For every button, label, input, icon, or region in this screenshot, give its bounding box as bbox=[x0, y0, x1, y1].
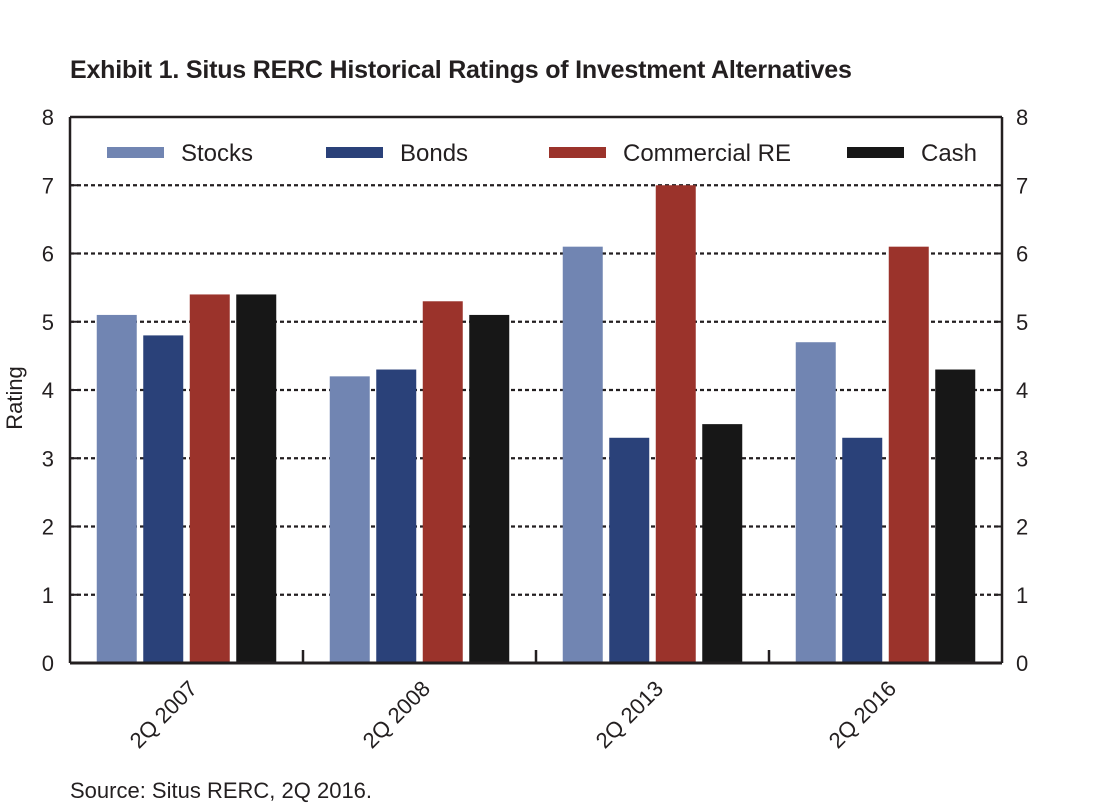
x-tick-label: 2Q 2008 bbox=[358, 676, 435, 753]
y-tick-label-right: 4 bbox=[1016, 378, 1028, 403]
legend-swatch-bonds bbox=[326, 147, 383, 158]
y-tick-label: 2 bbox=[42, 515, 54, 540]
legend: Stocks Bonds Commercial RE Cash bbox=[107, 140, 977, 167]
y-tick-label: 8 bbox=[42, 105, 54, 130]
legend-label: Cash bbox=[921, 140, 977, 167]
bar-commercial-re bbox=[888, 246, 929, 664]
y-tick-label-right: 2 bbox=[1016, 515, 1028, 540]
y-tick-label-right: 3 bbox=[1016, 446, 1028, 471]
bar-stocks bbox=[562, 246, 603, 664]
legend-swatch-commercial-re bbox=[549, 147, 606, 158]
legend-label: Commercial RE bbox=[623, 140, 791, 167]
bars bbox=[96, 185, 976, 664]
bar-bonds bbox=[842, 437, 883, 663]
bar-cash bbox=[469, 314, 510, 663]
source-note: Source: Situs RERC, 2Q 2016. bbox=[70, 778, 373, 803]
legend-label: Stocks bbox=[181, 140, 253, 167]
x-tick-label: 2Q 2007 bbox=[125, 676, 202, 753]
x-tick-label: 2Q 2013 bbox=[591, 676, 668, 753]
bar-stocks bbox=[96, 314, 137, 663]
x-tick-label: 2Q 2016 bbox=[824, 676, 901, 753]
y-axis-right: 0 1 2 3 4 5 6 7 8 bbox=[994, 105, 1028, 676]
y-tick-label: 6 bbox=[42, 242, 54, 267]
y-tick-label: 7 bbox=[42, 173, 54, 198]
bar-cash bbox=[236, 294, 277, 663]
y-tick-label: 1 bbox=[42, 583, 54, 608]
axes bbox=[68, 115, 1004, 665]
bar-commercial-re bbox=[422, 301, 463, 663]
bar-commercial-re bbox=[655, 185, 696, 663]
y-tick-label-right: 0 bbox=[1016, 651, 1028, 676]
y-tick-label-right: 6 bbox=[1016, 242, 1028, 267]
y-tick-label: 0 bbox=[42, 651, 54, 676]
legend-swatch-stocks bbox=[107, 147, 164, 158]
y-tick-label-right: 7 bbox=[1016, 173, 1028, 198]
bar-bonds bbox=[143, 335, 184, 663]
bar-bonds bbox=[609, 437, 650, 663]
bar-stocks bbox=[795, 342, 836, 663]
x-axis: 2Q 2007 2Q 2008 2Q 2013 2Q 2016 bbox=[125, 676, 901, 753]
y-tick-label-right: 5 bbox=[1016, 310, 1028, 335]
legend-label: Bonds bbox=[400, 140, 468, 167]
bar-cash bbox=[935, 369, 976, 663]
y-axis-label: Rating bbox=[2, 366, 27, 430]
chart-area: 0 1 2 3 4 5 6 7 8 0 1 2 3 4 5 6 7 8 2Q 2007 2Q 2008 2Q 201… bbox=[2, 105, 1028, 753]
y-tick-label-right: 1 bbox=[1016, 583, 1028, 608]
bar-stocks bbox=[329, 376, 370, 663]
y-tick-label: 4 bbox=[42, 378, 54, 403]
y-tick-label-right: 8 bbox=[1016, 105, 1028, 130]
y-tick-label: 5 bbox=[42, 310, 54, 335]
legend-swatch-cash bbox=[847, 147, 904, 158]
bar-cash bbox=[702, 424, 743, 663]
y-tick-label: 3 bbox=[42, 446, 54, 471]
bar-bonds bbox=[376, 369, 417, 663]
chart-title: Exhibit 1. Situs RERC Historical Ratings… bbox=[70, 56, 852, 84]
y-axis-left: 0 1 2 3 4 5 6 7 8 bbox=[42, 105, 78, 676]
bar-commercial-re bbox=[189, 294, 230, 663]
